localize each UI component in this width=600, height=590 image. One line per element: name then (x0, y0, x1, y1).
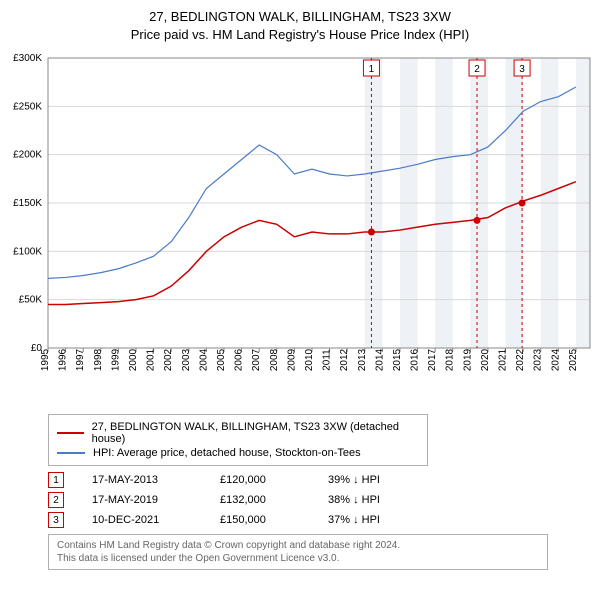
svg-text:1997: 1997 (75, 349, 86, 372)
transaction-badge: 2 (48, 492, 64, 508)
svg-text:1996: 1996 (58, 349, 69, 372)
chart-title: 27, BEDLINGTON WALK, BILLINGHAM, TS23 3X… (0, 8, 600, 26)
legend-swatch (57, 452, 85, 454)
svg-text:1995: 1995 (40, 349, 51, 372)
svg-text:1998: 1998 (93, 349, 104, 372)
legend-box: 27, BEDLINGTON WALK, BILLINGHAM, TS23 3X… (48, 414, 428, 466)
svg-text:£200K: £200K (13, 150, 42, 161)
svg-text:2007: 2007 (251, 349, 262, 372)
footer-line: This data is licensed under the Open Gov… (57, 552, 539, 565)
chart-container: 27, BEDLINGTON WALK, BILLINGHAM, TS23 3X… (0, 0, 600, 570)
svg-text:2010: 2010 (304, 349, 315, 372)
svg-text:£250K: £250K (13, 102, 42, 113)
title-block: 27, BEDLINGTON WALK, BILLINGHAM, TS23 3X… (0, 0, 600, 48)
svg-text:2013: 2013 (357, 349, 368, 372)
svg-text:2003: 2003 (181, 349, 192, 372)
svg-text:2014: 2014 (374, 349, 385, 372)
svg-text:2002: 2002 (163, 349, 174, 372)
svg-text:£150K: £150K (13, 198, 42, 209)
svg-text:2006: 2006 (234, 349, 245, 372)
transactions-table: 1 17-MAY-2013 £120,000 39% ↓ HPI 2 17-MAY-201… (48, 472, 590, 528)
footer-attribution: Contains HM Land Registry data © Crown c… (48, 534, 548, 570)
transaction-row: 3 10-DEC-2021 £150,000 37% ↓ HPI (48, 512, 590, 528)
svg-text:2004: 2004 (198, 349, 209, 372)
svg-text:2015: 2015 (392, 349, 403, 372)
svg-text:2019: 2019 (462, 349, 473, 372)
svg-text:2012: 2012 (339, 349, 350, 372)
transaction-diff: 38% ↓ HPI (328, 494, 428, 506)
svg-text:2005: 2005 (216, 349, 227, 372)
svg-text:2000: 2000 (128, 349, 139, 372)
svg-text:2022: 2022 (515, 349, 526, 372)
transaction-date: 10-DEC-2021 (92, 514, 192, 526)
transaction-diff: 37% ↓ HPI (328, 514, 428, 526)
transaction-row: 2 17-MAY-2019 £132,000 38% ↓ HPI (48, 492, 590, 508)
legend-label: HPI: Average price, detached house, Stoc… (93, 447, 361, 459)
transaction-row: 1 17-MAY-2013 £120,000 39% ↓ HPI (48, 472, 590, 488)
svg-text:2024: 2024 (550, 349, 561, 372)
svg-text:2: 2 (474, 64, 480, 75)
transaction-price: £120,000 (220, 474, 300, 486)
svg-text:2018: 2018 (445, 349, 456, 372)
footer-line: Contains HM Land Registry data © Crown c… (57, 539, 539, 552)
transaction-price: £132,000 (220, 494, 300, 506)
svg-text:2011: 2011 (322, 349, 333, 371)
svg-text:2025: 2025 (568, 349, 579, 372)
legend-row: 27, BEDLINGTON WALK, BILLINGHAM, TS23 3X… (57, 421, 419, 445)
legend-label: 27, BEDLINGTON WALK, BILLINGHAM, TS23 3X… (92, 421, 419, 445)
svg-text:2009: 2009 (286, 349, 297, 372)
svg-text:£50K: £50K (19, 295, 43, 306)
svg-text:2023: 2023 (533, 349, 544, 372)
transaction-badge: 3 (48, 512, 64, 528)
svg-text:2001: 2001 (146, 349, 157, 372)
svg-text:3: 3 (519, 64, 525, 75)
transaction-badge: 1 (48, 472, 64, 488)
svg-text:2008: 2008 (269, 349, 280, 372)
line-chart: £0£50K£100K£150K£200K£250K£300K199519961… (0, 48, 600, 408)
transaction-diff: 39% ↓ HPI (328, 474, 428, 486)
chart-area: £0£50K£100K£150K£200K£250K£300K199519961… (0, 48, 600, 408)
svg-text:2021: 2021 (498, 349, 509, 372)
legend-row: HPI: Average price, detached house, Stoc… (57, 447, 419, 459)
svg-text:1: 1 (369, 64, 375, 75)
transaction-date: 17-MAY-2013 (92, 474, 192, 486)
svg-text:2016: 2016 (410, 349, 421, 372)
transaction-date: 17-MAY-2019 (92, 494, 192, 506)
svg-text:2017: 2017 (427, 349, 438, 372)
legend-swatch (57, 432, 84, 434)
chart-subtitle: Price paid vs. HM Land Registry's House … (0, 26, 600, 44)
svg-text:£300K: £300K (13, 53, 42, 64)
svg-text:2020: 2020 (480, 349, 491, 372)
svg-text:1999: 1999 (110, 349, 121, 372)
svg-text:£100K: £100K (13, 247, 42, 258)
transaction-price: £150,000 (220, 514, 300, 526)
